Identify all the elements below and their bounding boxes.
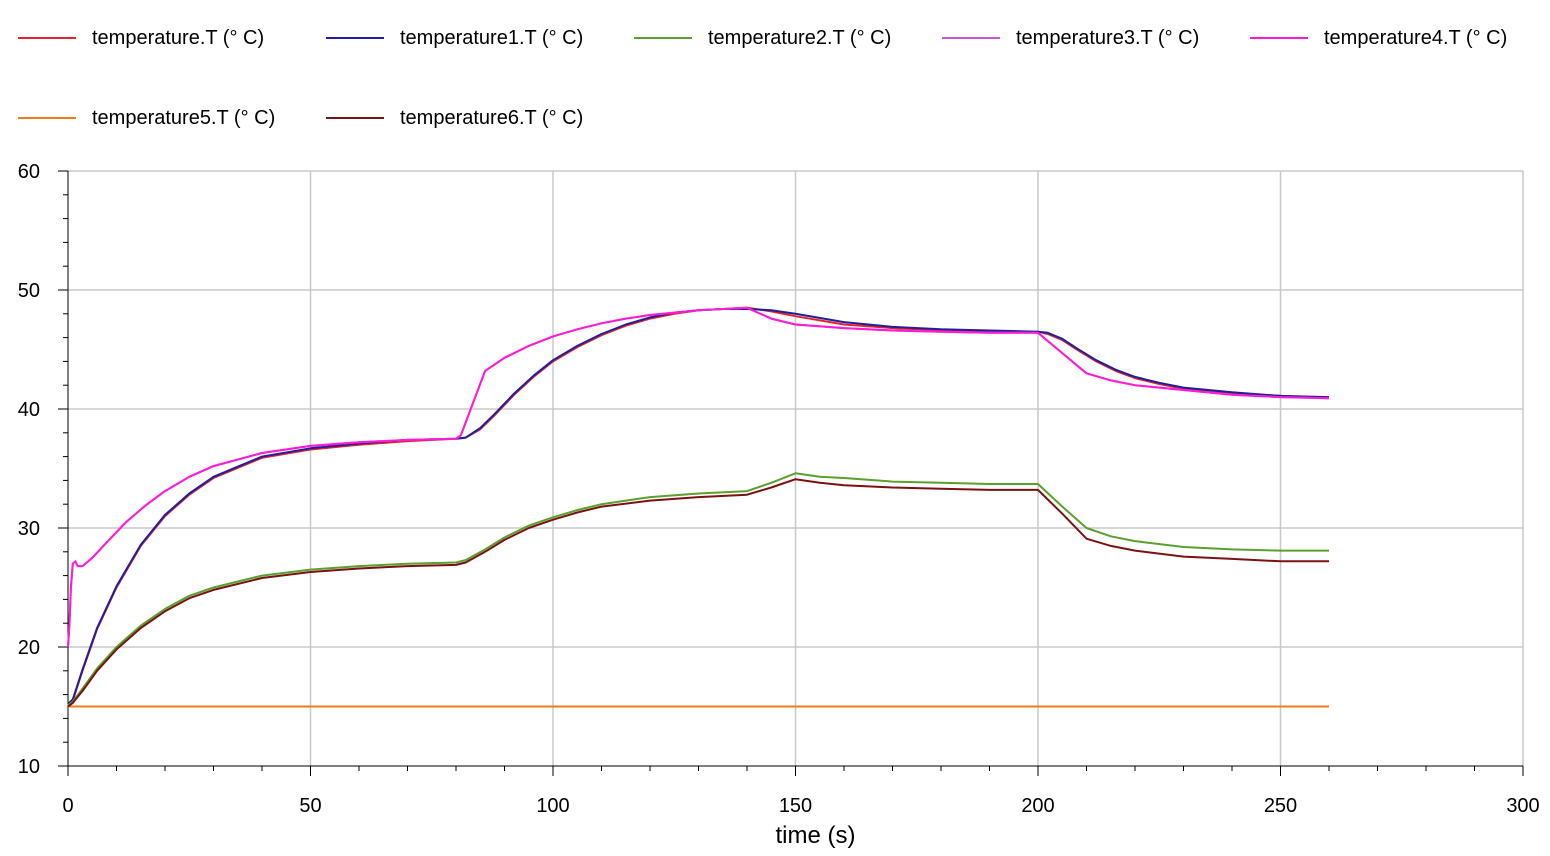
legend-swatch bbox=[326, 37, 384, 39]
legend-label: temperature1.T (° C) bbox=[400, 26, 584, 49]
legend-label: temperature5.T (° C) bbox=[92, 106, 276, 129]
legend-item: temperature1.T (° C) bbox=[326, 26, 583, 50]
x-tick-label: 100 bbox=[536, 795, 569, 817]
series-line-2 bbox=[67, 308, 1330, 705]
legend-item: temperature.T (° C) bbox=[18, 26, 264, 50]
series-line-7 bbox=[67, 478, 1329, 708]
x-tick-label: 0 bbox=[62, 795, 73, 817]
x-tick-label: 150 bbox=[779, 795, 812, 817]
y-tick-label: 10 bbox=[18, 756, 40, 778]
x-tick-label: 200 bbox=[1021, 795, 1054, 817]
legend-swatch bbox=[1250, 37, 1308, 39]
legend-label: temperature4.T (° C) bbox=[1324, 26, 1508, 49]
legend-swatch bbox=[18, 37, 76, 39]
x-tick-label: 250 bbox=[1264, 795, 1297, 817]
y-tick-label: 60 bbox=[18, 161, 40, 183]
y-tick-label: 50 bbox=[18, 280, 40, 302]
legend-swatch bbox=[942, 37, 1000, 39]
chart-legend: temperature.T (° C) temperature1.T (° C) t… bbox=[0, 0, 1550, 150]
legend-label: temperature2.T (° C) bbox=[708, 26, 892, 49]
legend-swatch bbox=[326, 117, 384, 119]
legend-label: temperature3.T (° C) bbox=[1016, 26, 1200, 49]
series-line-3 bbox=[67, 472, 1329, 707]
legend-item: temperature5.T (° C) bbox=[18, 106, 275, 130]
series-line-5 bbox=[67, 306, 1330, 648]
x-axis-title: time (s) bbox=[776, 822, 856, 849]
series-line-4 bbox=[67, 306, 1330, 648]
legend-item: temperature2.T (° C) bbox=[634, 26, 891, 50]
legend-swatch bbox=[18, 117, 76, 119]
y-tick-label: 40 bbox=[18, 399, 40, 421]
x-tick-label: 300 bbox=[1506, 795, 1539, 817]
legend-swatch bbox=[634, 37, 692, 39]
x-tick-label: 50 bbox=[299, 795, 321, 817]
legend-label: temperature6.T (° C) bbox=[400, 106, 584, 129]
legend-item: temperature4.T (° C) bbox=[1250, 26, 1507, 50]
y-tick-label: 30 bbox=[18, 518, 40, 540]
legend-item: temperature3.T (° C) bbox=[942, 26, 1199, 50]
legend-item: temperature6.T (° C) bbox=[326, 106, 583, 130]
legend-label: temperature.T (° C) bbox=[92, 26, 265, 49]
y-tick-label: 20 bbox=[18, 637, 40, 659]
